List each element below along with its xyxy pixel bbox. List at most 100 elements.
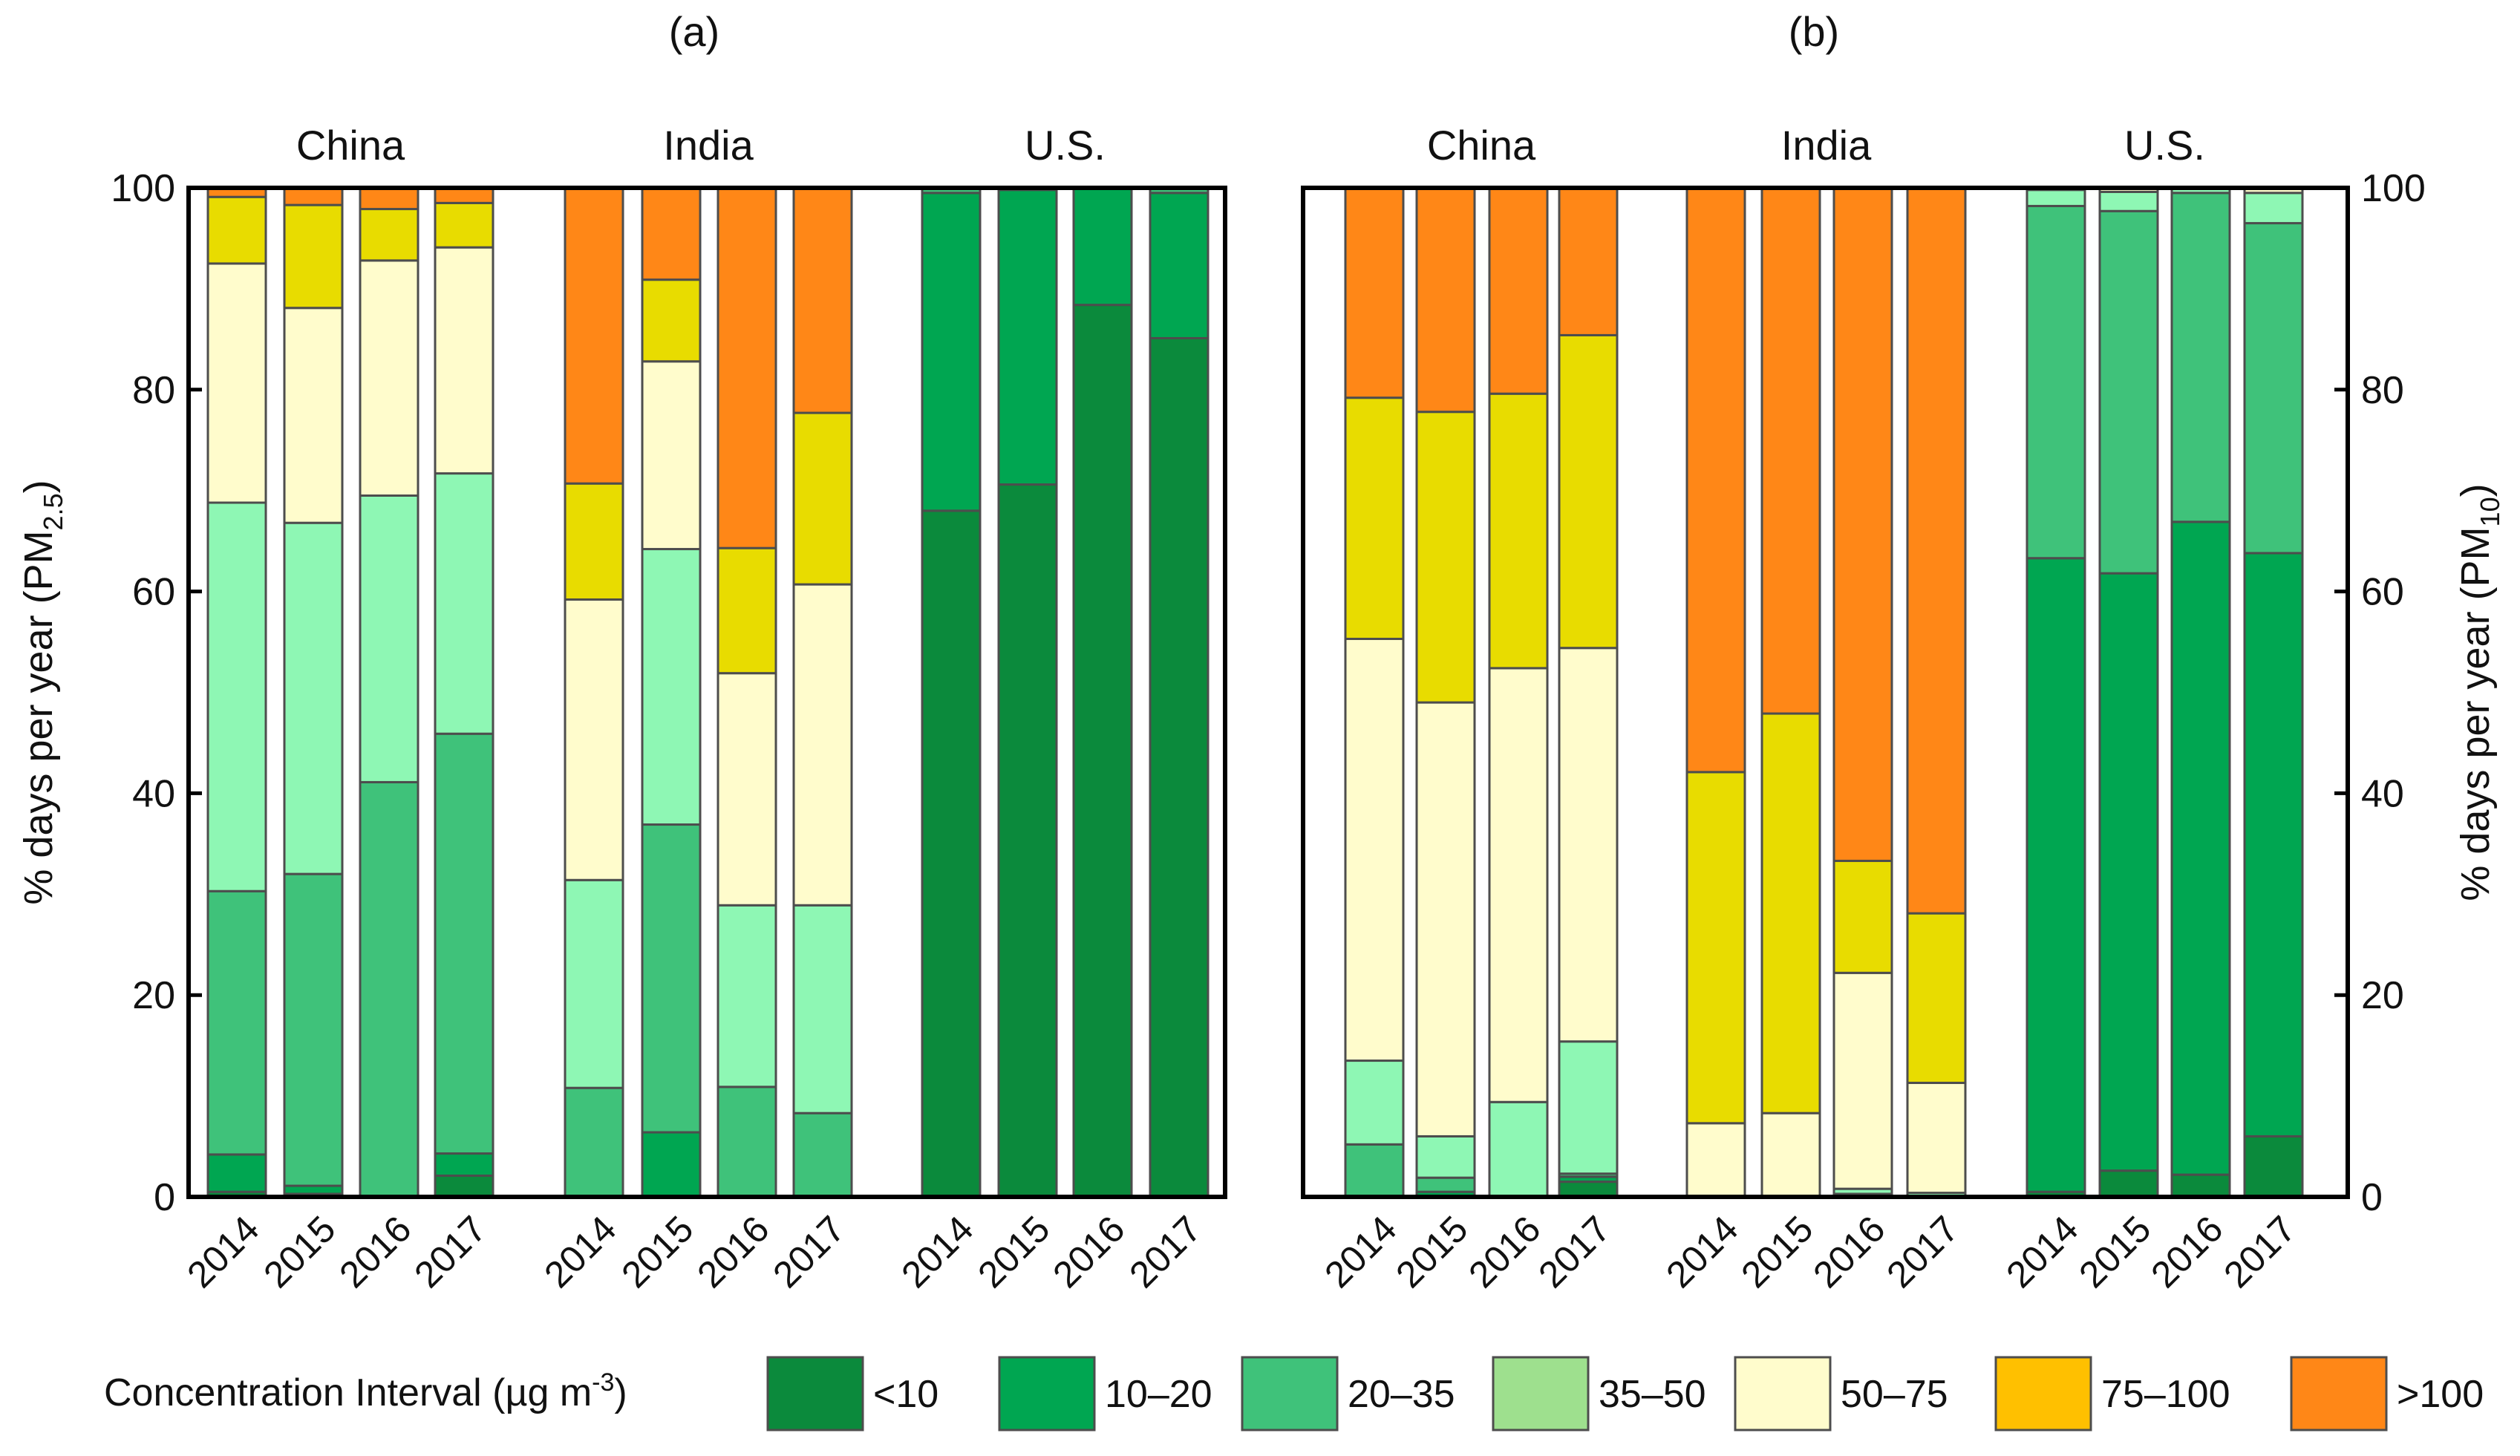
bar-segment-u-s-2016-10 <box>1072 304 1133 1198</box>
bar-segment-u-s-2015-10-20 <box>2098 572 2159 1172</box>
bar-segment-china-2015-100 <box>1415 186 1476 414</box>
bar-segment-china-2014-100 <box>1344 186 1405 399</box>
bar-segment-india-2015-10-20 <box>641 1131 702 1198</box>
bar-segment-china-2016-75-100 <box>1488 392 1549 670</box>
bar-segment-china-2017-75-100 <box>434 201 494 249</box>
bar-segment-india-2017-100 <box>792 186 853 414</box>
bar-segment-china-2016-35-50 <box>359 494 420 783</box>
y-tick-label-0: 0 <box>154 1176 175 1219</box>
y-tick-label-80: 80 <box>2361 369 2404 412</box>
bar-segment-china-2015-35-50 <box>283 521 344 875</box>
bar-segment-china-2016-75-100 <box>359 208 420 262</box>
y-tick-label-20: 20 <box>132 974 175 1017</box>
x-tick-label-india-2016: 2016 <box>689 1208 777 1296</box>
legend-label-75-100: 75–100 <box>2101 1373 2230 1416</box>
bar-segment-u-s-2015-10 <box>997 483 1058 1198</box>
x-tick-label-india-2014: 2014 <box>1658 1208 1746 1296</box>
x-tick-label-china-2014: 2014 <box>1316 1208 1404 1296</box>
legend-swatch-10-20 <box>998 1356 1096 1431</box>
bar-segment-china-2014-75-100 <box>1344 396 1405 640</box>
bar-segment-china-2015-75-100 <box>1415 411 1476 704</box>
y-tick-label-40: 40 <box>2361 772 2404 815</box>
x-tick-label-u-s-2016: 2016 <box>1045 1208 1132 1296</box>
group-label-india: India <box>1781 122 1872 169</box>
bar-segment-china-2014-75-100 <box>206 195 267 265</box>
x-tick-label-india-2016: 2016 <box>1805 1208 1893 1296</box>
group-label-china: China <box>1427 122 1536 169</box>
bar-segment-india-2014-100 <box>564 186 624 485</box>
legend-swatch-75-100 <box>1994 1356 2092 1431</box>
bar-segment-china-2017-100 <box>1558 186 1619 336</box>
panel-label: (a) <box>669 8 719 55</box>
bar-segment-china-2014-50-75 <box>1344 637 1405 1062</box>
bar-segment-india-2017-50-75 <box>1906 1081 1967 1195</box>
y-tick-label-60: 60 <box>2361 571 2404 614</box>
bar-segment-china-2016-50-75 <box>1488 667 1549 1103</box>
x-tick-label-india-2017: 2017 <box>1878 1208 1966 1296</box>
group-label-u-s: U.S. <box>2124 122 2205 169</box>
y-axis-label: % days per year (PM10) <box>2453 483 2505 901</box>
bar-segment-china-2015-35-50 <box>1415 1135 1476 1179</box>
bar-segment-china-2017-35-50 <box>1558 1040 1619 1175</box>
bar-segment-china-2017-75-100 <box>1558 333 1619 650</box>
bar-segment-u-s-2014-35-50 <box>2026 189 2086 207</box>
bar-segment-india-2016-75-100 <box>1832 859 1893 974</box>
bar-segment-china-2014-50-75 <box>206 262 267 504</box>
bar-segment-u-s-2017-10-20 <box>2243 552 2304 1137</box>
bar-segment-u-s-2016-20-35 <box>2170 192 2231 523</box>
x-tick-label-u-s-2015: 2015 <box>2071 1208 2158 1296</box>
y-tick-label-80: 80 <box>132 369 175 412</box>
bar-segment-u-s-2016-10-20 <box>1072 186 1133 307</box>
bar-segment-china-2015-50-75 <box>1415 701 1476 1137</box>
bar-segment-u-s-2014-20-35 <box>2026 204 2086 560</box>
bar-segment-india-2017-75-100 <box>792 411 853 586</box>
bar-segment-india-2015-100 <box>1760 186 1821 715</box>
bar-segment-india-2015-75-100 <box>1760 712 1821 1114</box>
x-tick-label-u-s-2015: 2015 <box>970 1208 1057 1296</box>
x-tick-label-china-2017: 2017 <box>1530 1208 1618 1296</box>
bar-segment-india-2016-50-75 <box>716 672 777 907</box>
bar-segment-china-2016-20-35 <box>359 780 420 1198</box>
y-tick-label-0: 0 <box>2361 1176 2383 1219</box>
bar-segment-india-2017-75-100 <box>1906 912 1967 1084</box>
bar-segment-china-2014-10-20 <box>206 1153 267 1193</box>
legend-label-10-20: 10–20 <box>1105 1373 1212 1416</box>
bar-segment-china-2014-20-35 <box>1344 1143 1405 1198</box>
bar-segment-india-2017-20-35 <box>792 1111 853 1198</box>
x-tick-label-china-2016: 2016 <box>1460 1208 1548 1296</box>
bar-segment-india-2017-100 <box>1906 186 1967 915</box>
bar-segment-u-s-2017-10 <box>2243 1135 2304 1198</box>
plot-frame <box>186 186 1227 1199</box>
bar-segment-india-2016-75-100 <box>716 546 777 675</box>
y-tick-label-40: 40 <box>132 772 175 815</box>
bar-segment-china-2014-20-35 <box>206 889 267 1156</box>
x-tick-label-china-2015: 2015 <box>1388 1208 1475 1296</box>
x-tick-label-u-s-2016: 2016 <box>2143 1208 2230 1296</box>
legend-swatch-10 <box>766 1356 864 1431</box>
x-tick-label-u-s-2014: 2014 <box>1998 1208 2086 1296</box>
y-tick-label-100: 100 <box>111 167 175 210</box>
bar-segment-china-2016-100 <box>359 186 420 211</box>
legend-swatch-50-75 <box>1734 1356 1832 1431</box>
bar-segment-u-s-2014-10 <box>921 509 982 1198</box>
bar-segment-u-s-2017-20-35 <box>2243 222 2304 555</box>
panel-a: (a)2014201520162017China2014201520162017… <box>16 8 1227 1296</box>
x-tick-label-china-2017: 2017 <box>406 1208 494 1296</box>
bar-segment-china-2015-50-75 <box>283 307 344 524</box>
x-tick-label-china-2015: 2015 <box>255 1208 343 1296</box>
bar-segment-china-2017-20-35 <box>434 732 494 1155</box>
bar-segment-china-2015-20-35 <box>283 872 344 1187</box>
bar-segment-india-2015-75-100 <box>641 278 702 363</box>
group-label-u-s: U.S. <box>1025 122 1106 169</box>
bar-segment-china-2016-100 <box>1488 186 1549 395</box>
x-tick-label-india-2017: 2017 <box>765 1208 852 1296</box>
bar-segment-india-2016-50-75 <box>1832 971 1893 1190</box>
bar-segment-india-2014-35-50 <box>564 878 624 1089</box>
bar-segment-india-2014-75-100 <box>1685 771 1746 1125</box>
panel-label: (b) <box>1789 8 1839 55</box>
bar-segment-china-2017-10-20 <box>434 1152 494 1177</box>
bar-segment-china-2017-50-75 <box>434 246 494 475</box>
legend-title: Concentration Interval (µg m-3) <box>104 1368 627 1414</box>
legend-label-35-50: 35–50 <box>1599 1373 1706 1416</box>
